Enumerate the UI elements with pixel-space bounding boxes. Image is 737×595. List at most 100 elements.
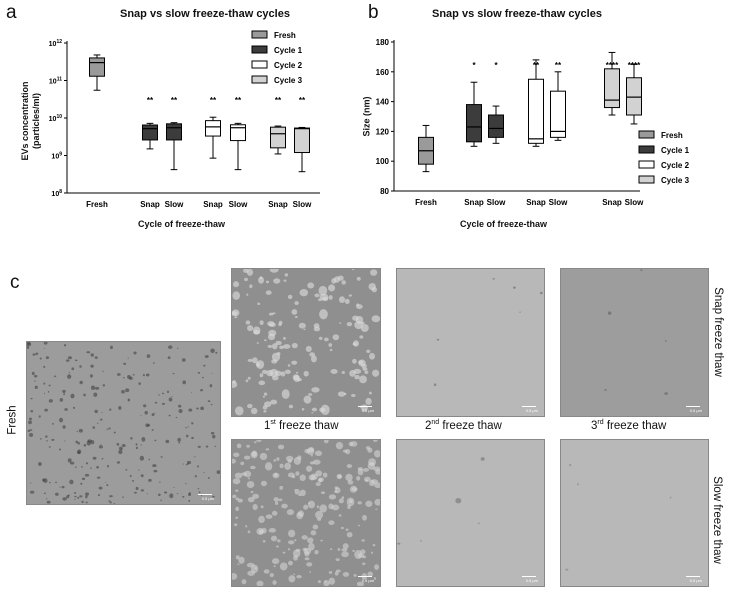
micrograph-particle xyxy=(247,358,253,362)
chart-b-significance: **** xyxy=(606,61,619,70)
micrograph-particle xyxy=(43,348,45,350)
micrograph-particle xyxy=(284,369,291,375)
micrograph-particle xyxy=(247,376,251,380)
micrograph-particle xyxy=(293,374,301,383)
micrograph-particle xyxy=(342,543,349,550)
micrograph-particle xyxy=(55,481,57,484)
micrograph-particle xyxy=(359,375,367,384)
micrograph-particle xyxy=(360,549,366,555)
micrograph-particle xyxy=(122,496,124,498)
micrograph-particle xyxy=(83,443,87,447)
micrograph-particle xyxy=(148,458,150,461)
micrograph-particle xyxy=(492,278,495,280)
micrograph-particle xyxy=(271,510,278,516)
chart-b-box-4 xyxy=(550,90,566,138)
micrograph-particle xyxy=(75,466,77,468)
micrograph-particle xyxy=(168,414,171,417)
micrograph-particle xyxy=(29,429,33,431)
micrograph-particle xyxy=(310,454,314,457)
micrograph-particle xyxy=(275,340,282,346)
micrograph-particle xyxy=(351,487,358,492)
micrograph-particle xyxy=(301,535,308,540)
chart-b-ytick-label: 180 xyxy=(376,38,390,47)
chart-b-ytick-label: 80 xyxy=(380,187,389,196)
scale-bar xyxy=(198,493,212,495)
micrograph-particle xyxy=(273,497,279,502)
micrograph-particle xyxy=(151,413,155,417)
micrograph-particle xyxy=(256,360,265,369)
micrograph-particle xyxy=(135,486,139,490)
micrograph-particle xyxy=(270,535,278,542)
scale-bar-label: 0.5 µm xyxy=(525,578,538,583)
micrograph-particle xyxy=(310,355,317,363)
micrograph-particle xyxy=(256,440,262,442)
micrograph-particle xyxy=(236,443,242,449)
micrograph-particle xyxy=(129,376,133,381)
micrograph-particle xyxy=(373,577,377,580)
micrograph-particle xyxy=(280,371,286,377)
micrograph-particle xyxy=(160,499,163,502)
micrograph-particle xyxy=(320,491,326,495)
micrograph-particle xyxy=(250,407,258,415)
micrograph-particle xyxy=(73,492,77,494)
micrograph-particle xyxy=(247,530,251,534)
micrograph-particle xyxy=(245,379,249,383)
micrograph-particle xyxy=(269,269,279,273)
micrograph-particle xyxy=(357,468,364,476)
micrograph-particle xyxy=(79,380,83,385)
micrograph-particle xyxy=(279,463,284,469)
micrograph-particle xyxy=(76,430,78,433)
micrograph-particle xyxy=(356,276,361,281)
micrograph-particle xyxy=(268,528,277,533)
micrograph-particle xyxy=(345,528,349,531)
micrograph-particle xyxy=(259,320,264,326)
micrograph-particle xyxy=(139,455,145,461)
panel-letter-c: c xyxy=(10,272,20,293)
micrograph-particle xyxy=(46,439,48,442)
micrograph-texture xyxy=(561,269,708,416)
micrograph-particle xyxy=(271,558,280,565)
micrograph-particle xyxy=(43,382,46,385)
micrograph-particle xyxy=(135,446,139,450)
micrograph-particle xyxy=(349,370,356,377)
micrograph-particle xyxy=(132,479,135,482)
micrograph-texture xyxy=(561,440,708,586)
micrograph-particle xyxy=(110,345,113,350)
column-label-2: 2nd freeze thaw xyxy=(425,419,502,432)
chart-b-xlabel: Cycle of freeze-thaw xyxy=(460,219,548,229)
chart-b-significance: ** xyxy=(555,61,562,70)
micrograph-particle xyxy=(370,462,374,465)
row-label-fresh: Fresh xyxy=(6,405,19,435)
micrograph-particle xyxy=(288,575,296,583)
micrograph-particle xyxy=(361,562,366,566)
micrograph-particle xyxy=(366,349,371,353)
micrograph-particle xyxy=(34,380,36,382)
micrograph-particle xyxy=(116,442,120,446)
micrograph-particle xyxy=(304,550,310,557)
micrograph-particle xyxy=(273,459,276,462)
micrograph-particle xyxy=(97,422,99,424)
micrograph-particle xyxy=(284,273,289,277)
chart-b-xtick-label: Snap xyxy=(464,198,484,207)
micrograph-particle xyxy=(31,371,35,376)
micrograph-particle xyxy=(27,342,32,346)
micrograph-particle xyxy=(361,539,365,542)
micrograph-particle xyxy=(201,376,204,379)
chart-b-xtick-label: Slow xyxy=(549,198,568,207)
micrograph-particle xyxy=(122,377,125,379)
micrograph-particle xyxy=(234,472,243,479)
micrograph-particle xyxy=(303,395,312,404)
micrograph-particle xyxy=(67,356,72,360)
micrograph-particle xyxy=(365,446,371,450)
micrograph-particle xyxy=(356,475,361,481)
micrograph-particle xyxy=(295,471,300,476)
micrograph-particle xyxy=(62,389,66,393)
micrograph-particle xyxy=(188,493,192,497)
micrograph-particle xyxy=(81,477,86,481)
micrograph-particle xyxy=(477,522,480,524)
chart-a-xtick-label: Slow xyxy=(165,200,184,209)
micrograph-particle xyxy=(74,498,76,500)
micrograph-particle xyxy=(282,551,286,554)
chart-a-significance: ** xyxy=(235,96,242,105)
micrograph-particle xyxy=(265,448,270,451)
